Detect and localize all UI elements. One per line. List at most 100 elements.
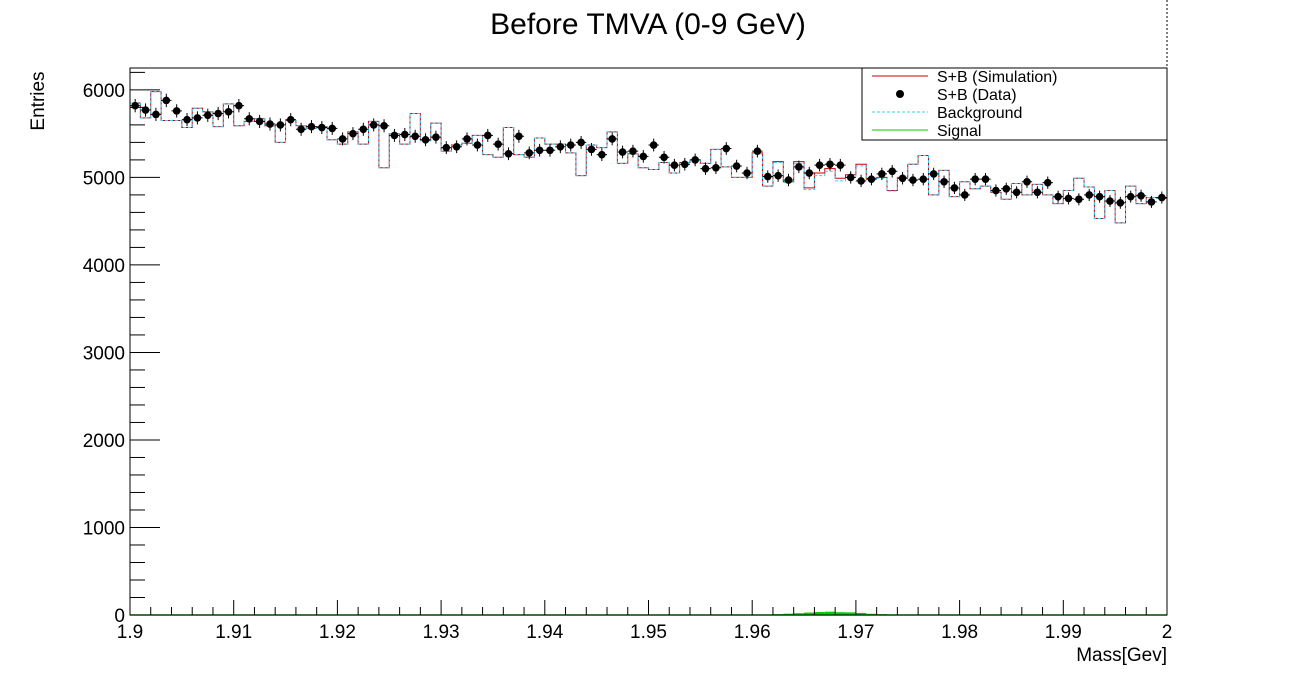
data-point [544,143,556,157]
x-tick-label: 1.95 [630,622,667,643]
data-marker [566,141,575,149]
signal-bar [866,613,877,615]
data-marker [1054,192,1062,201]
data-marker [960,191,969,199]
data-point [389,128,400,142]
data-marker [1064,194,1073,203]
data-marker [722,144,731,153]
data-marker [1033,188,1042,197]
data-marker [203,111,212,120]
data-marker [598,150,606,159]
signal-bar [845,612,856,615]
data-point [254,114,265,128]
data-marker [1095,192,1104,201]
legend-data-label: S+B (Data) [937,87,1017,104]
y-tick-label: 0 [114,606,125,627]
data-point [772,169,784,182]
data-marker [359,125,368,134]
data-point [648,138,659,152]
data-marker [1116,198,1125,207]
data-point [503,147,514,161]
data-marker [152,110,160,119]
data-marker [898,174,907,183]
data-point [140,103,151,117]
data-point [1021,175,1033,188]
data-point [824,157,836,171]
data-point [399,128,410,141]
data-marker [1158,193,1166,202]
data-marker [629,147,637,155]
axes: 1.9 1.91 1.92 1.93 1.94 1.95 1.96 1.97 1.98 1.99 2… [83,71,1172,643]
data-point [855,174,867,188]
data-point [876,167,888,181]
data-point [1135,189,1147,202]
data-point [607,132,618,146]
signal-bar [855,612,867,615]
data-point [461,132,473,146]
data-marker [338,135,347,143]
data-marker [691,156,699,164]
data-point [762,170,773,183]
data-point [710,161,722,175]
data-marker [162,96,171,105]
data-point [918,172,929,186]
data-point [513,129,525,143]
data-marker [680,160,689,169]
data-marker [940,177,948,186]
x-tick-label: 1.97 [837,622,874,643]
data-marker [224,107,233,116]
data-point [327,121,338,135]
data-marker [172,107,181,115]
legend-data-marker [896,90,904,98]
data-marker [131,101,139,110]
data-marker [442,143,451,152]
data-marker [867,175,876,183]
data-marker [286,115,295,124]
data-marker [1023,177,1031,186]
data-marker [712,163,720,172]
data-point [783,173,794,187]
data-marker [836,161,845,169]
data-marker [183,115,191,124]
data-marker [452,142,461,151]
data-marker [660,153,668,162]
data-marker [411,132,419,141]
data-point [244,112,255,126]
data-point [1011,186,1022,199]
data-point [938,175,950,188]
data-point [378,119,390,133]
data-marker [577,138,585,147]
data-point [524,146,535,160]
data-marker [618,148,627,156]
data-marker [784,176,793,184]
data-marker [795,163,803,171]
data-marker [235,101,243,110]
data-marker [992,186,1000,195]
data-marker [276,121,285,129]
data-marker [587,145,596,154]
data-marker [297,125,305,134]
data-point [1094,190,1105,203]
data-point [596,148,608,161]
data-point [990,184,1002,197]
data-marker [390,131,399,140]
data-point [887,165,898,178]
data-point [907,173,919,187]
signal-bar [793,613,805,615]
data-marker [515,132,523,141]
data-point [814,158,825,172]
data-point [897,172,908,185]
data-point [1001,182,1012,195]
data-marker [245,114,254,123]
data-point [741,166,753,180]
data-marker [328,124,337,133]
data-marker [909,176,917,184]
data-marker [608,135,617,143]
data-point [565,138,576,152]
data-marker [1043,178,1052,187]
data-point [980,172,991,186]
data-marker [639,152,648,161]
data-marker [1126,192,1135,201]
data-marker [857,177,865,185]
legend-box [861,67,1168,141]
